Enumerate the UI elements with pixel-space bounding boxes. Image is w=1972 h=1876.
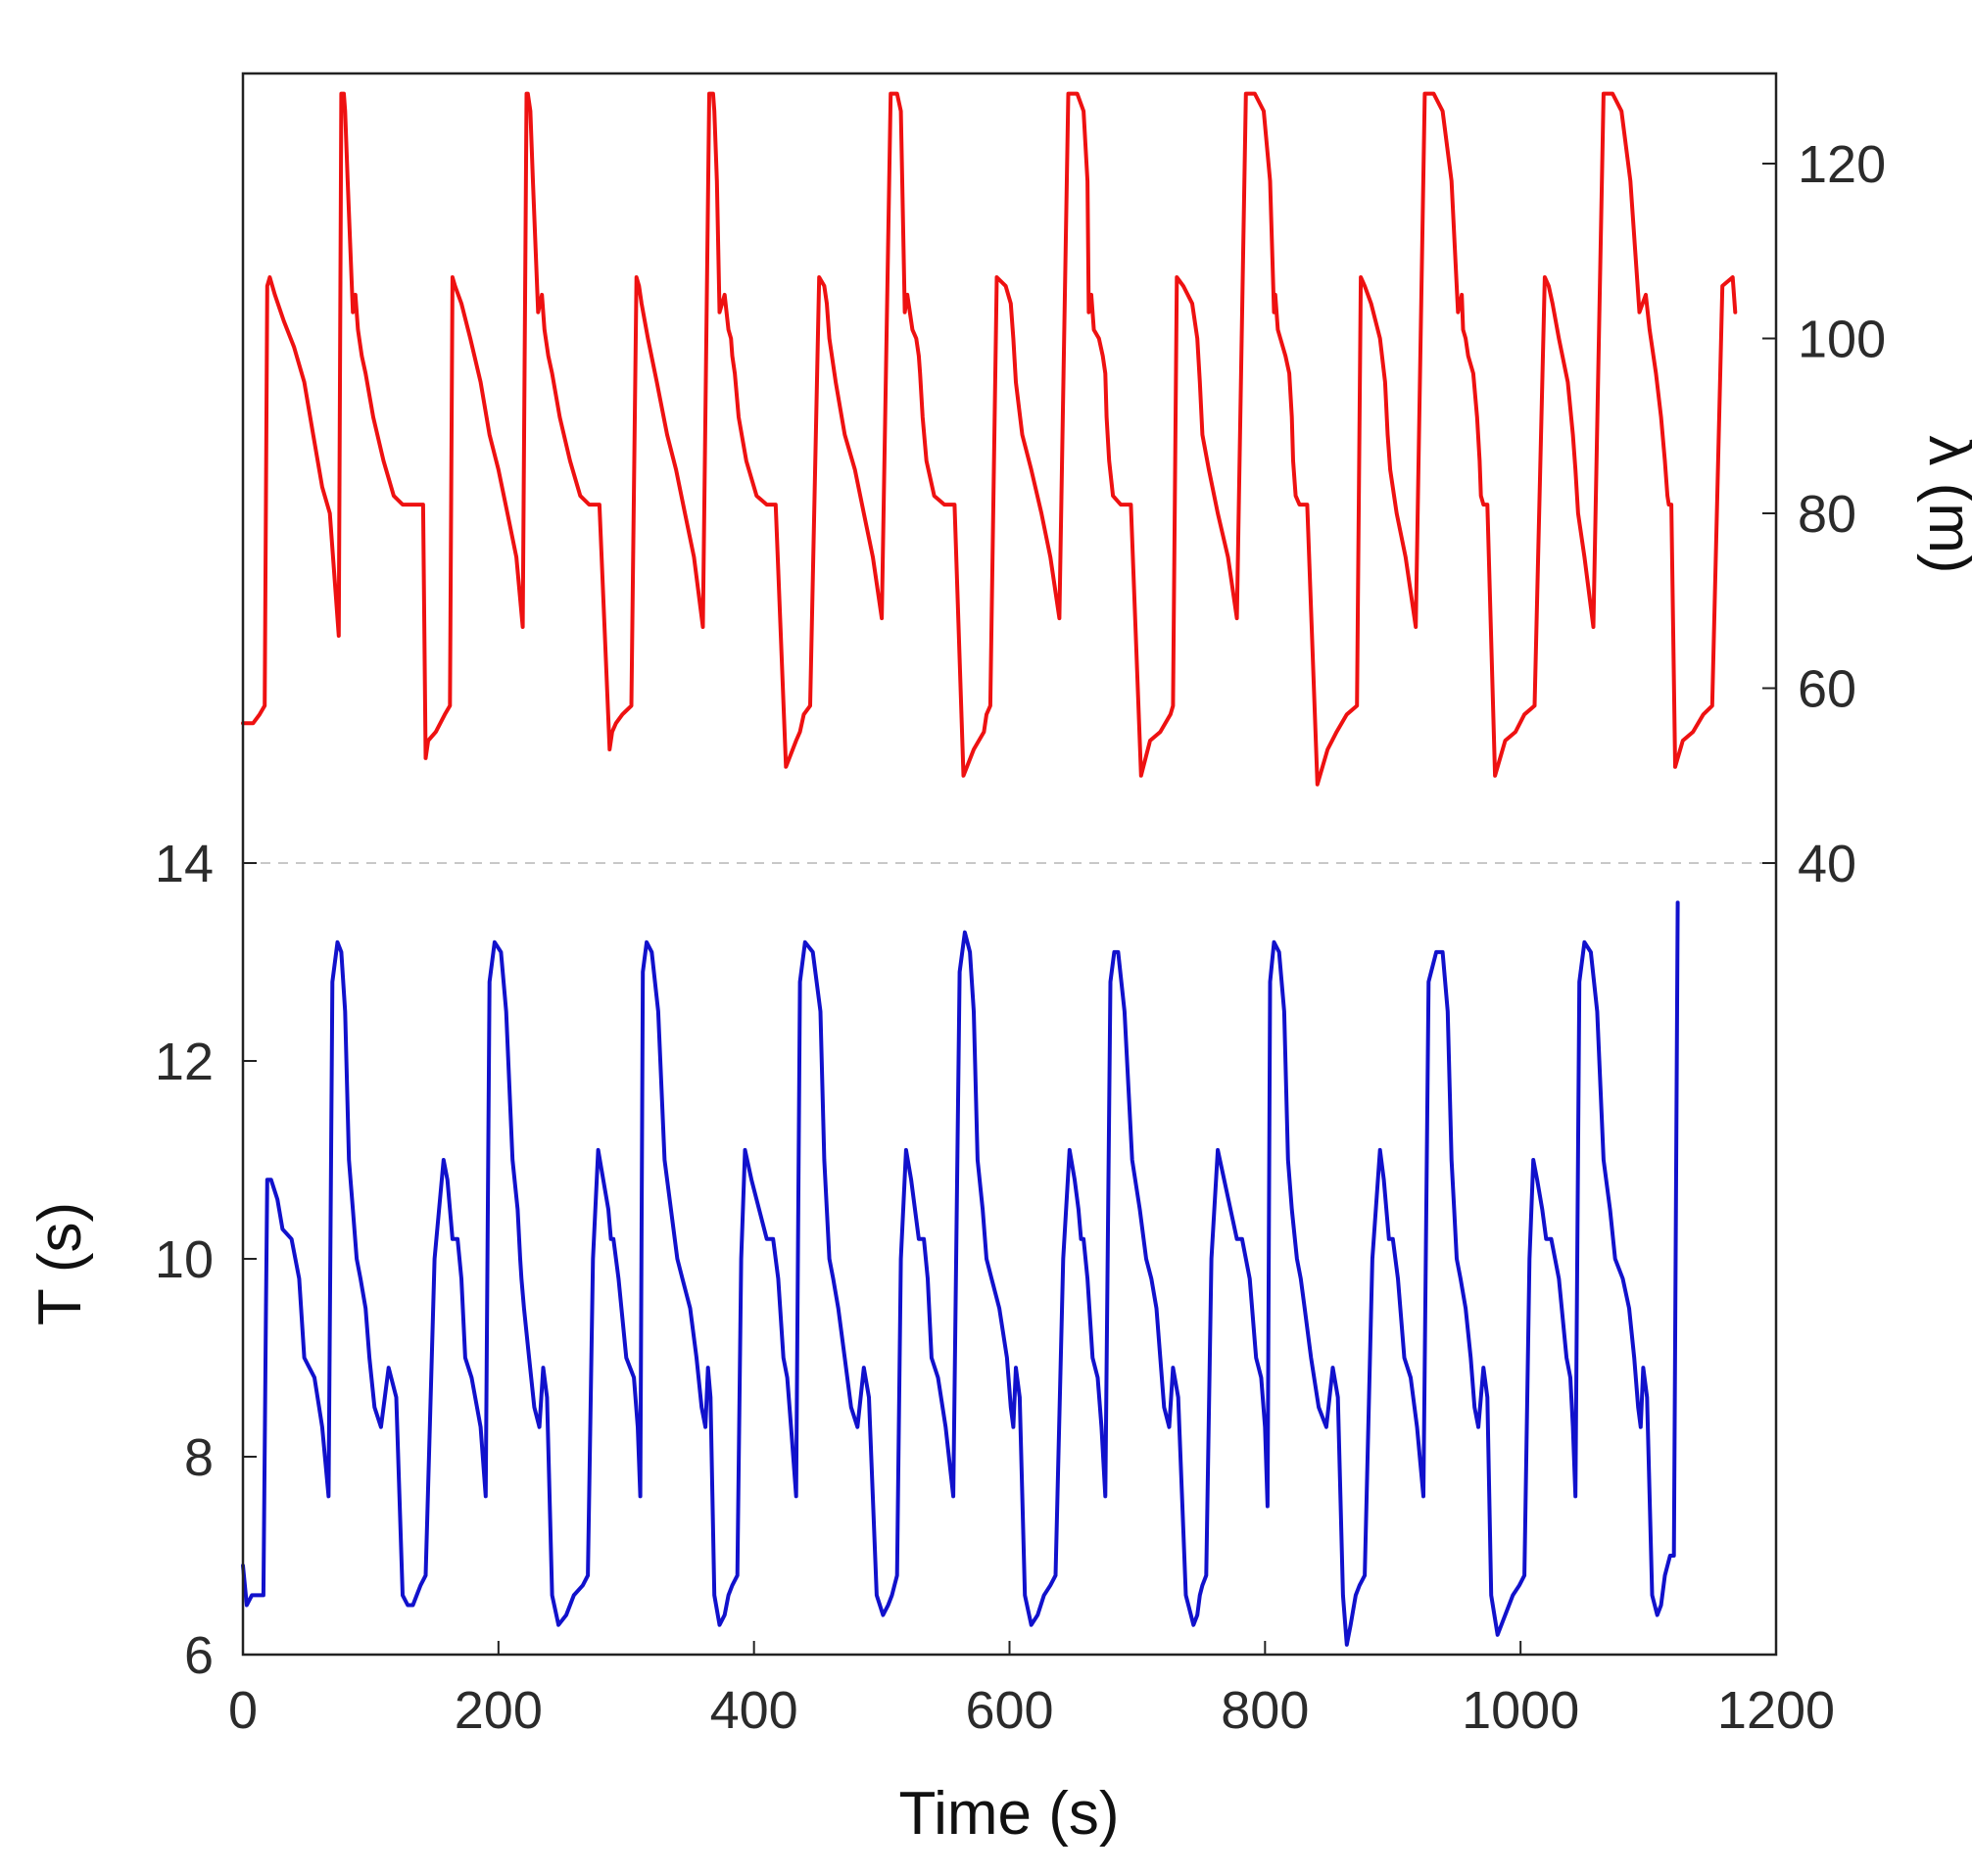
x-tick-label: 600 [965,1681,1053,1740]
x-tick-label: 1000 [1462,1681,1579,1740]
period-line [241,900,1680,1647]
x-tick-label: 1200 [1717,1681,1835,1740]
left-axis-title: T (s) [26,1202,94,1325]
right-tick-label: 40 [1798,835,1856,893]
x-tick-label: 800 [1221,1681,1309,1740]
right-axis-title: λ (m) [1916,435,1972,573]
right-tick-label: 100 [1798,311,1886,369]
tick-layer: 0 200 400 600 800 1000 1200 6 8 10 12 14 40 60 80 100 12… [155,135,1886,1740]
wavelength-line [241,91,1738,787]
series-layer [241,91,1738,1647]
x-tick-label: 200 [455,1681,543,1740]
left-tick-label: 6 [184,1626,214,1685]
left-tick-label: 10 [155,1230,214,1289]
left-tick-label: 12 [155,1033,214,1091]
x-tick-label: 400 [710,1681,798,1740]
left-tick-label: 14 [155,835,214,893]
right-tick-label: 120 [1798,135,1886,194]
left-tick-label: 8 [184,1428,214,1487]
x-axis-title: Time (s) [899,1780,1120,1848]
right-tick-label: 60 [1798,660,1856,719]
x-tick-label: 0 [228,1681,258,1740]
right-tick-label: 80 [1798,485,1856,544]
